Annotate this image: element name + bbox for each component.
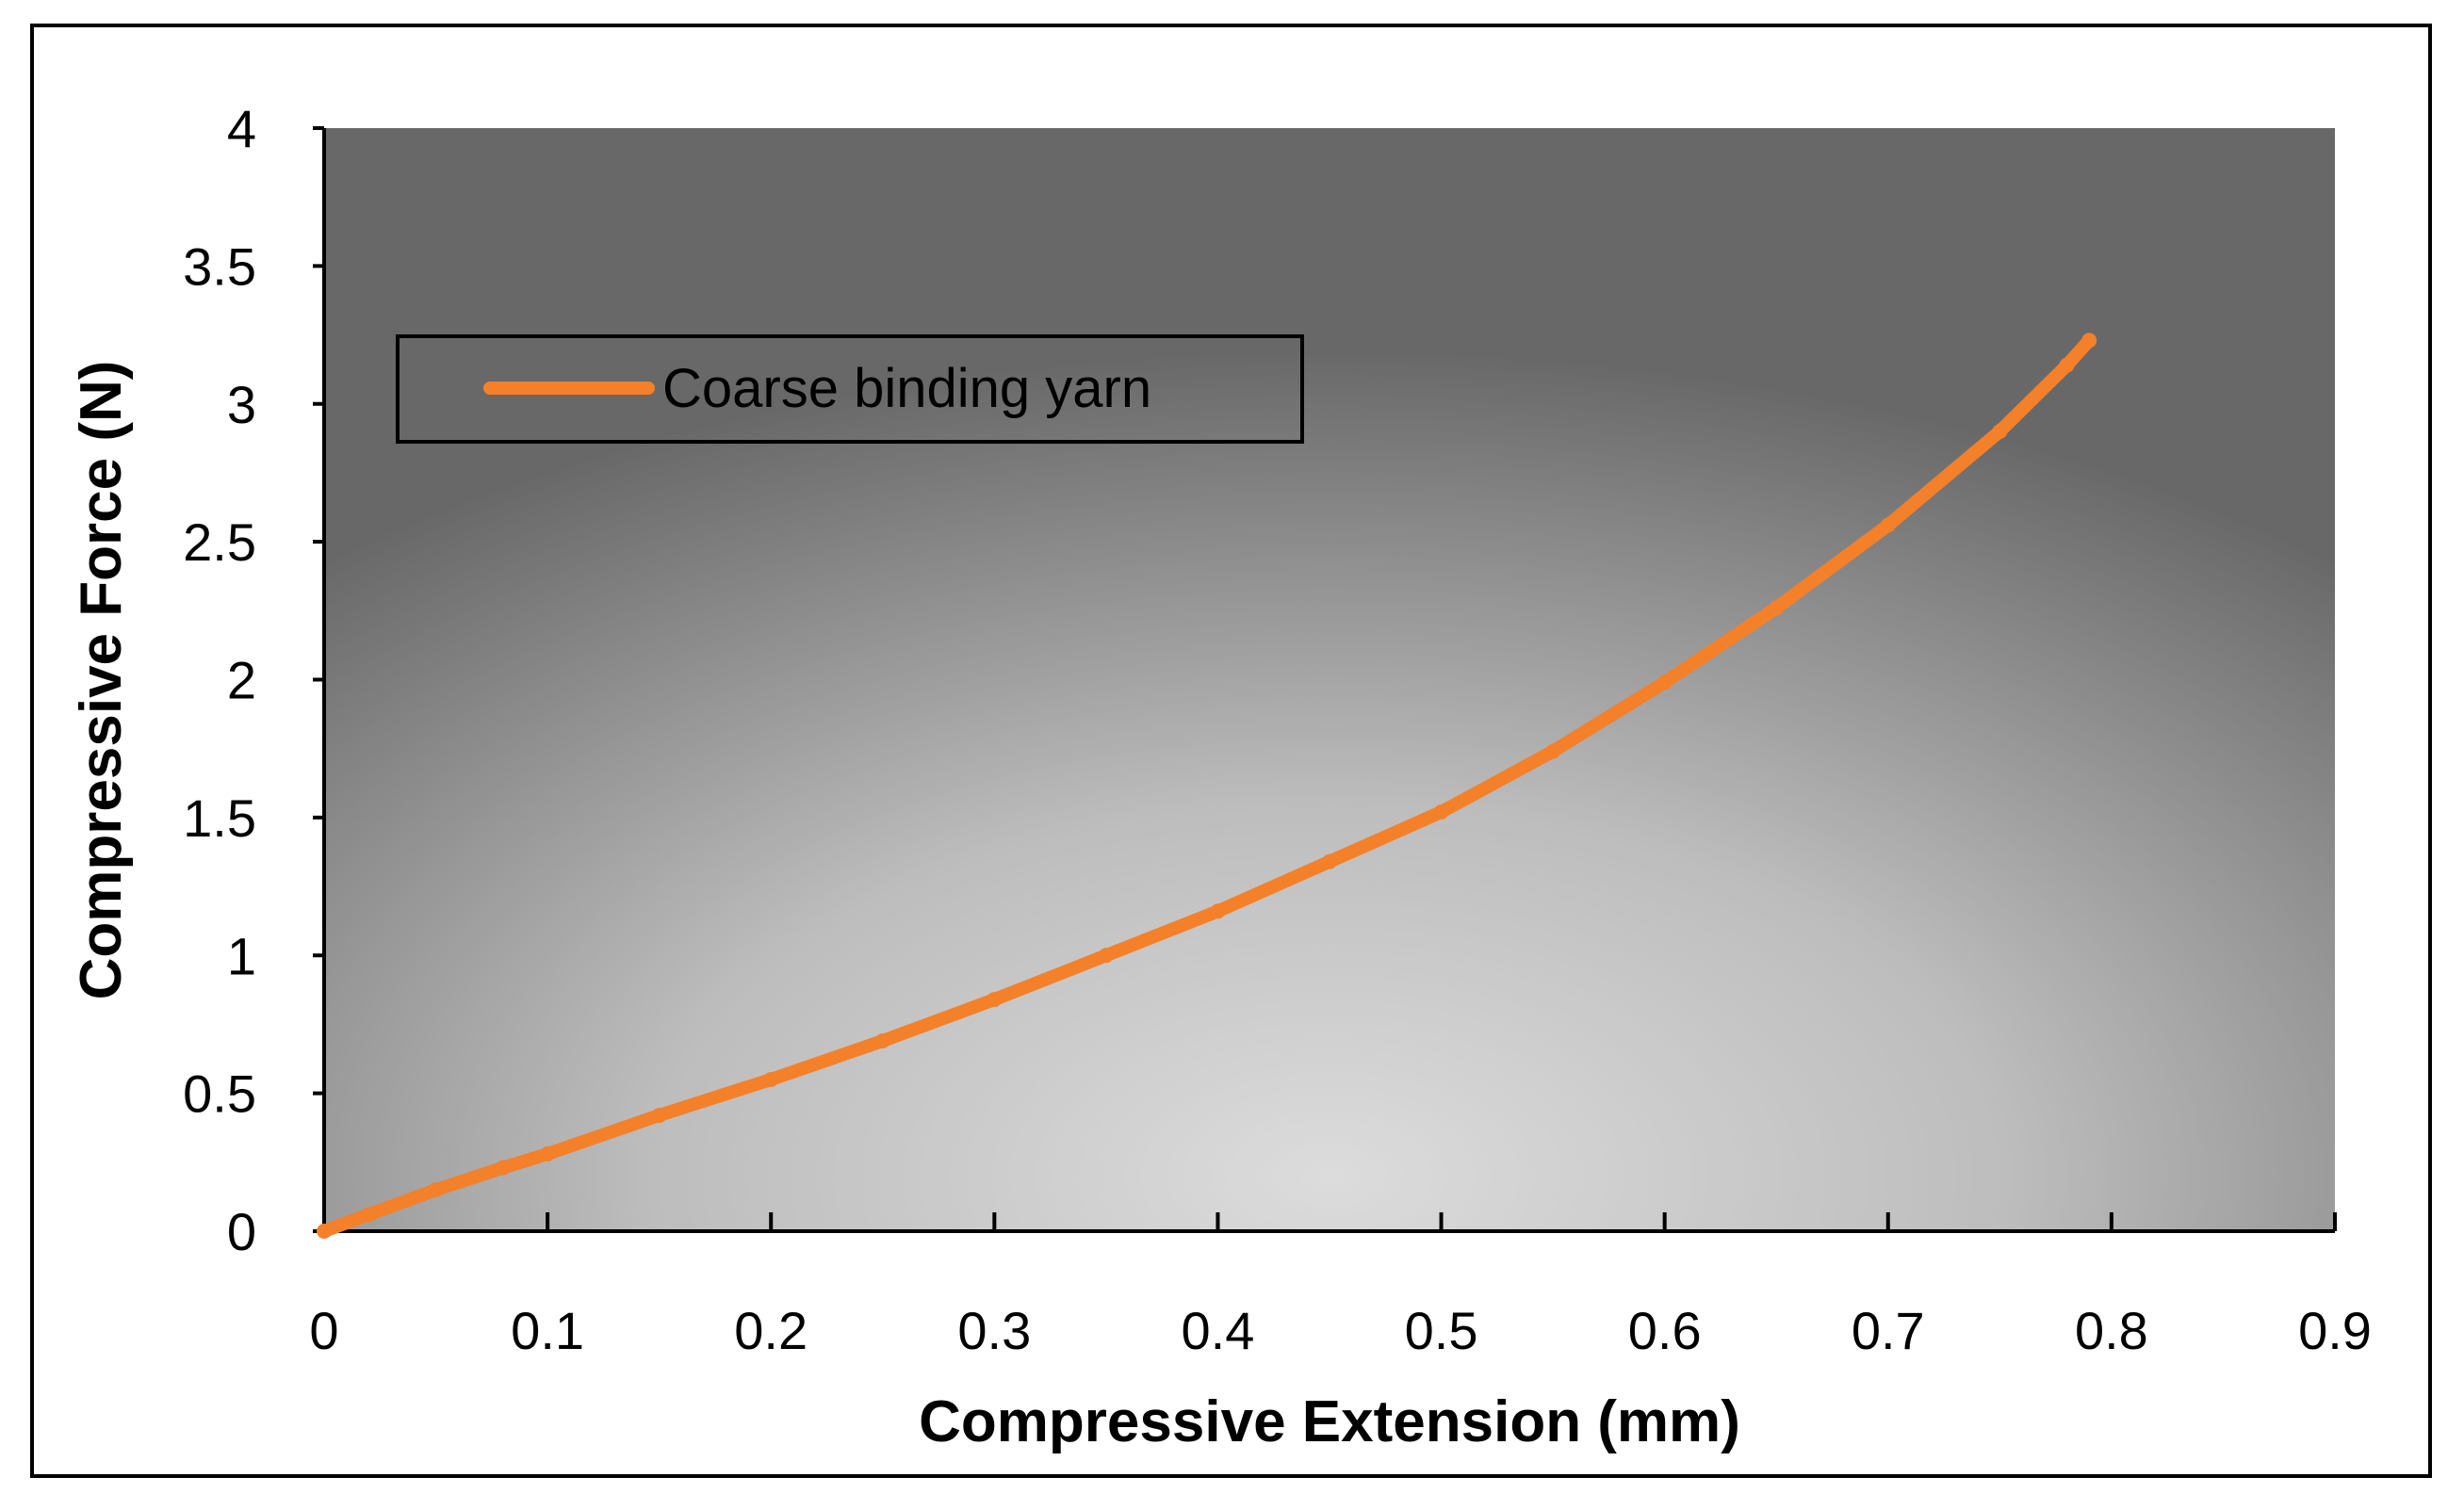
data-point <box>495 1160 511 1176</box>
legend: Coarse binding yarn <box>396 334 1304 444</box>
data-point <box>317 1224 332 1239</box>
x-tick-label: 0.3 <box>957 1301 1031 1360</box>
data-point <box>651 1108 667 1124</box>
data-point <box>540 1146 556 1162</box>
y-tick-label: 1.5 <box>183 788 256 848</box>
data-point <box>1992 424 2008 440</box>
y-tick-label: 0 <box>227 1202 256 1261</box>
x-tick-label: 0.8 <box>2075 1301 2148 1360</box>
x-tick-label: 0.4 <box>1182 1301 1255 1360</box>
series-line-coarse-binding-yarn <box>318 333 2097 1238</box>
data-point <box>1769 600 1785 616</box>
y-axis-title: Compressive Force (N) <box>69 361 134 1000</box>
data-point <box>1322 853 1337 869</box>
y-tick-label: 4 <box>227 99 256 158</box>
x-tick-label: 0.7 <box>1852 1301 1925 1360</box>
data-point <box>1433 804 1449 820</box>
x-axis-title: Compressive Extension (mm) <box>919 1389 1740 1454</box>
y-tick-label: 0.5 <box>183 1064 256 1124</box>
y-tick-label: 1 <box>227 926 256 985</box>
legend-label: Coarse binding yarn <box>662 358 1151 419</box>
data-point <box>987 992 1003 1008</box>
data-point <box>1880 517 1896 533</box>
x-tick-label: 0.9 <box>2298 1301 2372 1360</box>
x-tick-label: 0.1 <box>511 1301 584 1360</box>
y-tick-label: 2 <box>227 651 256 710</box>
data-point <box>1210 903 1226 919</box>
data-point <box>2059 357 2075 373</box>
x-tick-label: 0.6 <box>1628 1301 1702 1360</box>
data-point <box>2081 333 2097 349</box>
y-tick-label: 3 <box>227 375 256 434</box>
data-point <box>1656 674 1673 690</box>
y-ticks: 0 0.5 1 1.5 2 2.5 3 3.5 4 <box>183 99 324 1261</box>
legend-box <box>396 334 1304 444</box>
data-point <box>763 1071 779 1087</box>
data-point <box>361 1207 377 1223</box>
data-point <box>428 1182 444 1198</box>
y-tick-label: 3.5 <box>183 236 256 296</box>
x-tick-label: 0.5 <box>1405 1301 1478 1360</box>
data-point <box>1098 948 1114 964</box>
x-ticks: 0 0.1 0.2 0.3 0.4 0.5 0.6 0.7 0.8 0.9 <box>309 1212 2372 1360</box>
data-point <box>874 1033 890 1049</box>
plot-area <box>324 128 2335 1231</box>
y-tick-label: 2.5 <box>183 512 256 572</box>
x-tick-label: 0.2 <box>734 1301 808 1360</box>
data-point <box>1545 743 1561 759</box>
series-points <box>317 333 2097 1239</box>
x-tick-label: 0 <box>309 1301 338 1360</box>
